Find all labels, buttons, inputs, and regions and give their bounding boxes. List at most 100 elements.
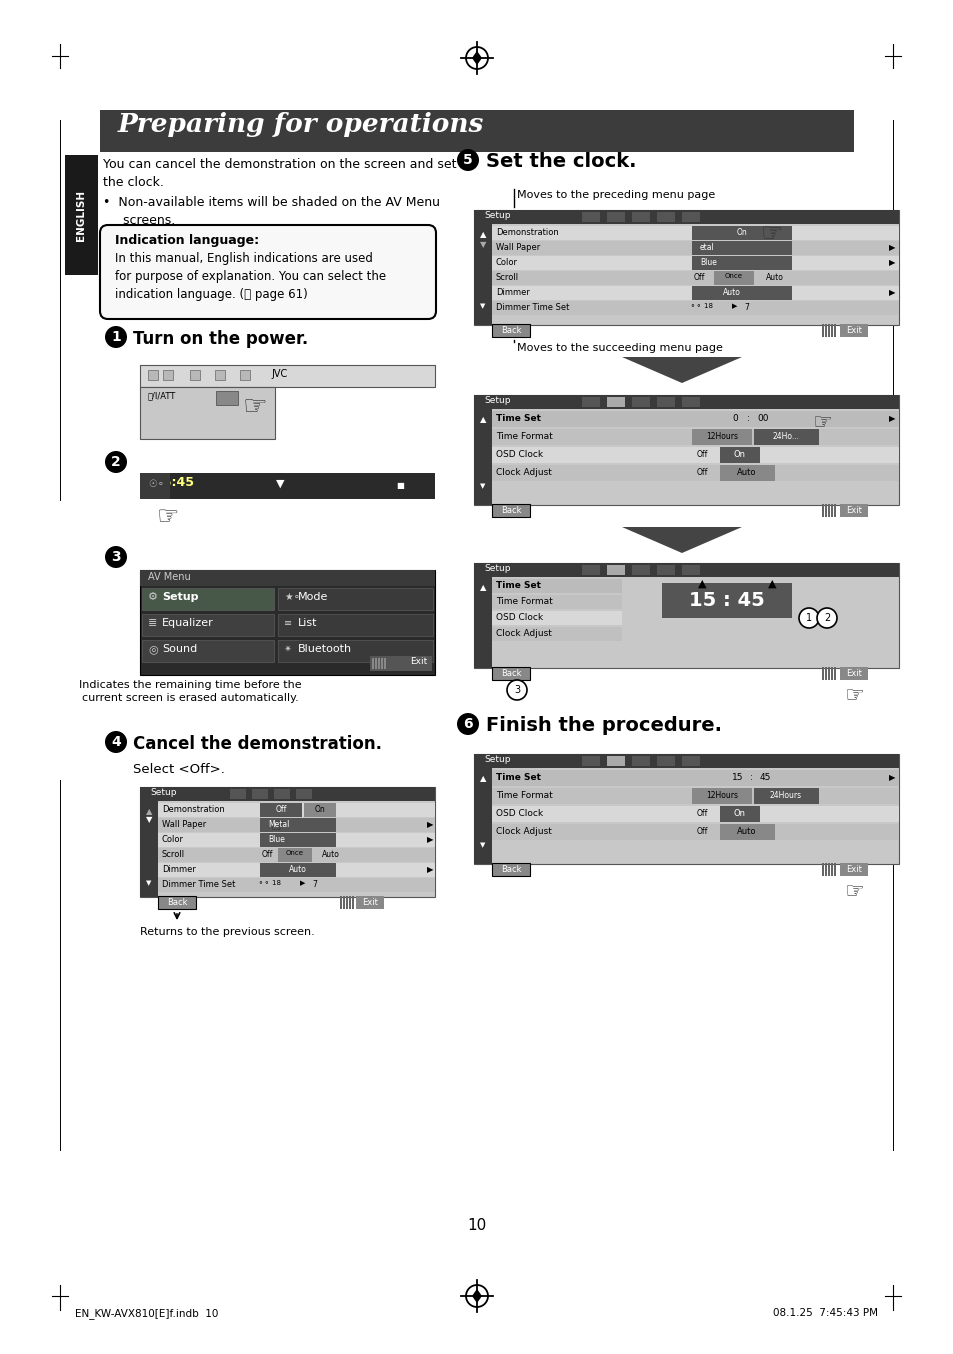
Text: ▶: ▶: [888, 244, 894, 252]
Bar: [474, 754, 898, 768]
Text: Time Set: Time Set: [496, 773, 540, 783]
Circle shape: [456, 149, 478, 171]
Bar: [492, 256, 898, 269]
Bar: [65, 154, 98, 275]
Text: Auto: Auto: [737, 827, 756, 835]
Bar: [140, 473, 435, 500]
Bar: [492, 504, 530, 517]
Text: On: On: [733, 450, 745, 459]
Text: Turn on the power.: Turn on the power.: [132, 330, 308, 348]
Bar: [492, 825, 898, 839]
Bar: [260, 833, 335, 848]
Bar: [474, 563, 898, 668]
Bar: [824, 862, 826, 876]
Text: OSD Clock: OSD Clock: [496, 808, 542, 818]
Bar: [349, 896, 351, 909]
Text: ▼: ▼: [146, 815, 152, 825]
Bar: [581, 213, 599, 222]
Text: Time Format: Time Format: [496, 597, 552, 607]
Bar: [840, 668, 867, 680]
Text: OSD Clock: OSD Clock: [496, 613, 542, 621]
Bar: [474, 577, 492, 668]
Bar: [691, 286, 791, 301]
Bar: [827, 504, 829, 517]
Text: 2: 2: [823, 613, 829, 623]
Text: ⚙: ⚙: [148, 592, 158, 603]
Bar: [474, 210, 898, 325]
Text: Back: Back: [167, 898, 187, 907]
Bar: [492, 301, 898, 315]
Text: ▼: ▼: [479, 303, 485, 309]
Bar: [631, 397, 649, 408]
Bar: [691, 241, 791, 255]
Bar: [821, 504, 823, 517]
Bar: [158, 896, 195, 909]
Text: ☞: ☞: [269, 816, 287, 835]
Text: 45: 45: [760, 773, 771, 783]
Text: Metal: Metal: [268, 821, 289, 829]
Text: On: On: [733, 808, 745, 818]
Text: Demonstration: Demonstration: [496, 227, 558, 237]
Text: ▲: ▲: [146, 807, 152, 816]
Bar: [720, 447, 760, 463]
Text: Back: Back: [500, 506, 520, 515]
Bar: [681, 756, 700, 766]
Text: Select <Off>.: Select <Off>.: [132, 764, 225, 776]
Text: 15: 15: [731, 773, 742, 783]
Text: Off: Off: [262, 850, 274, 858]
Circle shape: [105, 546, 127, 567]
Text: ▼: ▼: [146, 880, 152, 886]
Text: On: On: [314, 806, 325, 814]
Bar: [142, 588, 274, 611]
Bar: [277, 848, 312, 862]
Text: Back: Back: [500, 865, 520, 873]
Bar: [148, 370, 158, 380]
Text: :: :: [746, 414, 749, 422]
Bar: [492, 770, 898, 787]
Bar: [720, 806, 760, 822]
Text: ▶: ▶: [888, 414, 894, 424]
Text: •  Non-available items will be shaded on the AV Menu
     screens.: • Non-available items will be shaded on …: [103, 196, 439, 227]
Bar: [492, 271, 898, 284]
Text: Off: Off: [275, 806, 287, 814]
Bar: [158, 848, 435, 862]
Text: Cancel the demonstration.: Cancel the demonstration.: [132, 735, 381, 753]
Bar: [140, 387, 274, 439]
Bar: [158, 862, 435, 877]
Bar: [158, 833, 435, 848]
Bar: [830, 324, 832, 337]
Circle shape: [456, 714, 478, 735]
Text: ▼: ▼: [479, 240, 486, 249]
Bar: [492, 324, 530, 337]
Text: 12Hours: 12Hours: [705, 432, 738, 441]
Bar: [492, 226, 898, 240]
Bar: [681, 397, 700, 408]
Bar: [158, 803, 435, 816]
Bar: [377, 658, 379, 669]
Bar: [492, 594, 621, 609]
Bar: [492, 464, 898, 481]
Text: Color: Color: [496, 259, 517, 267]
Text: Exit: Exit: [362, 898, 377, 907]
Text: In this manual, English indications are used
for purpose of explanation. You can: In this manual, English indications are …: [115, 252, 386, 301]
Text: Scroll: Scroll: [162, 850, 185, 858]
Text: Finish the procedure.: Finish the procedure.: [485, 716, 721, 735]
Text: Exit: Exit: [845, 669, 861, 678]
Bar: [720, 825, 774, 839]
Bar: [681, 565, 700, 575]
Bar: [830, 668, 832, 680]
Bar: [657, 565, 675, 575]
Text: ☉⚬: ☉⚬: [148, 479, 165, 489]
Text: Bluetooth: Bluetooth: [297, 645, 352, 654]
Bar: [691, 429, 751, 445]
Bar: [840, 862, 867, 876]
Bar: [492, 788, 898, 804]
Text: Off: Off: [697, 450, 708, 459]
Bar: [681, 213, 700, 222]
Bar: [339, 896, 341, 909]
Text: Wall Paper: Wall Paper: [162, 821, 206, 829]
Bar: [140, 802, 158, 896]
Bar: [142, 640, 274, 662]
Bar: [720, 464, 774, 481]
Text: Auto: Auto: [322, 850, 339, 858]
